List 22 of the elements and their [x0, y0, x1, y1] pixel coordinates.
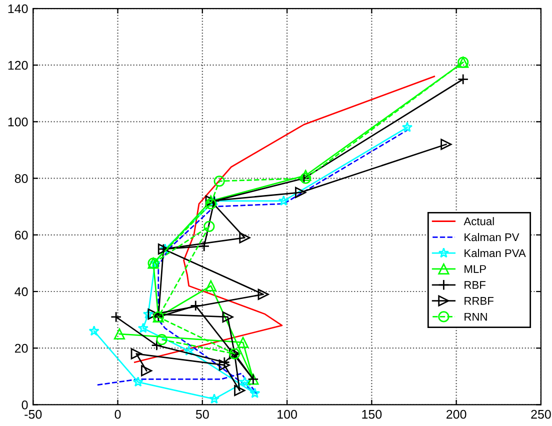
x-tick-label: 150 [362, 410, 382, 419]
legend-label: Actual [464, 217, 494, 226]
x-tick-label: 0 [114, 410, 121, 419]
legend-label: Kalman PVA [464, 248, 526, 258]
legend-label: Kalman PV [464, 232, 520, 242]
y-tick-label: 0 [22, 400, 28, 410]
x-tick-label: 200 [446, 410, 466, 419]
legend-label: RBF [464, 281, 486, 289]
y-tick-label: 20 [14, 344, 28, 353]
y-tick-label: 40 [14, 287, 28, 296]
legend-label: MLP [464, 265, 486, 273]
legend-label: RNN [464, 312, 487, 321]
x-tick-label: 50 [196, 410, 209, 419]
y-tick-label: 100 [8, 118, 28, 126]
x-tick-label: -50 [24, 410, 42, 419]
y-tick-label: 120 [8, 60, 28, 70]
x-tick-label: 250 [531, 410, 551, 419]
legend-label: RRBF [464, 297, 494, 305]
y-tick-label: 80 [14, 174, 28, 183]
y-tick-label: 60 [14, 230, 28, 240]
x-tick-label: 100 [278, 410, 297, 419]
y-tick-label: 140 [8, 4, 28, 14]
